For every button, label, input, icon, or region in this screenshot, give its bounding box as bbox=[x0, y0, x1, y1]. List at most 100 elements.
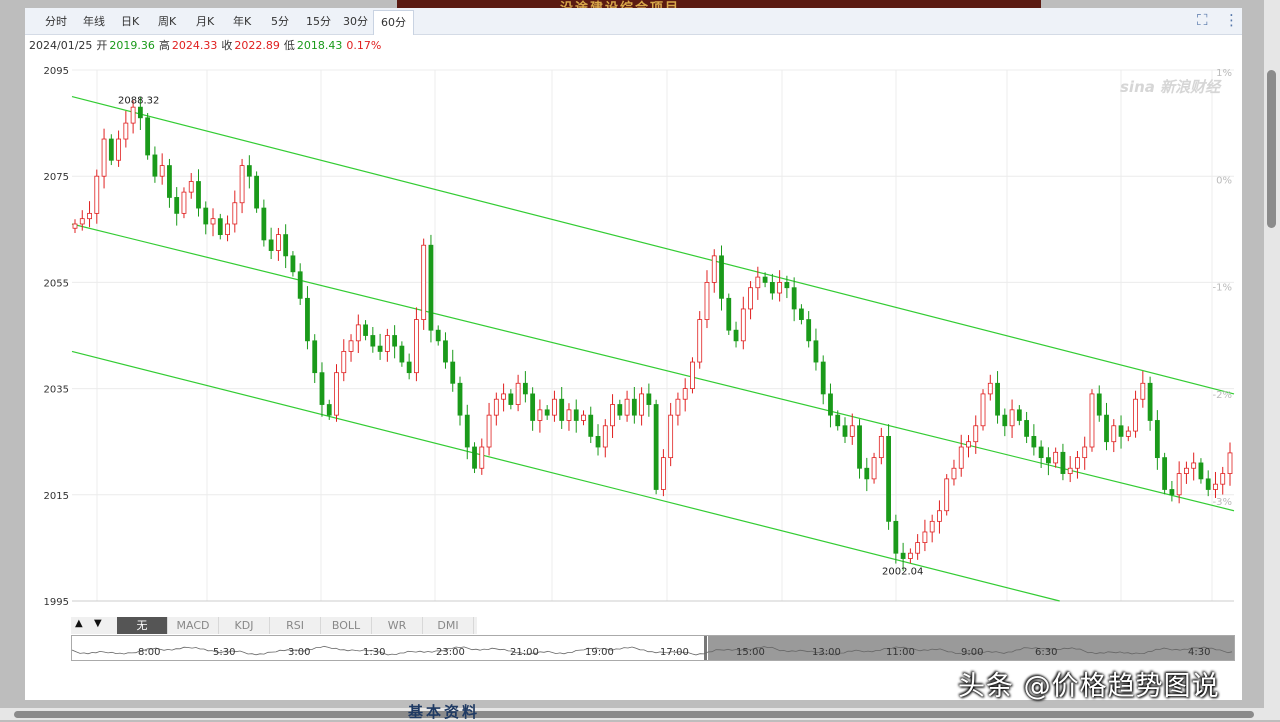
candle-body[interactable] bbox=[1089, 393, 1095, 448]
candle-body[interactable] bbox=[254, 175, 260, 209]
candle-body[interactable] bbox=[1147, 382, 1153, 421]
candle-body[interactable] bbox=[239, 165, 245, 204]
candle-body[interactable] bbox=[784, 281, 790, 289]
candle-body[interactable] bbox=[1009, 409, 1015, 427]
candle-body[interactable] bbox=[820, 361, 826, 395]
candle-body[interactable] bbox=[428, 244, 434, 331]
candle-body[interactable] bbox=[326, 404, 332, 416]
indicator-macd[interactable]: MACD bbox=[168, 617, 219, 634]
candle-body[interactable] bbox=[203, 207, 209, 225]
indicator-none[interactable]: 无 bbox=[117, 617, 168, 634]
candle-body[interactable] bbox=[951, 467, 957, 480]
candle-body[interactable] bbox=[399, 345, 405, 363]
candle-body[interactable] bbox=[370, 335, 376, 347]
candle-body[interactable] bbox=[290, 255, 296, 273]
price-chart[interactable]: 1995 2015 2035 2055 2075 2095 1% 0% -1% -2% -3% 202… bbox=[25, 8, 1242, 608]
candle-body[interactable] bbox=[137, 106, 143, 119]
candle-body[interactable] bbox=[283, 234, 289, 257]
candle-body[interactable] bbox=[268, 239, 274, 251]
tab-weekly-k[interactable]: 周K bbox=[158, 15, 177, 28]
candle-body[interactable] bbox=[878, 435, 884, 459]
candle-body[interactable] bbox=[1038, 446, 1044, 459]
candle-body[interactable] bbox=[893, 520, 899, 554]
candle-body[interactable] bbox=[915, 542, 921, 554]
candle-body[interactable] bbox=[552, 398, 557, 416]
candle-body[interactable] bbox=[392, 335, 398, 347]
candle-body[interactable] bbox=[922, 531, 928, 543]
candle-body[interactable] bbox=[886, 435, 891, 522]
candle-body[interactable] bbox=[79, 218, 85, 225]
candle-body[interactable] bbox=[355, 324, 361, 342]
candle-body[interactable] bbox=[1016, 409, 1022, 421]
scroll-up-icon[interactable]: ▲ bbox=[75, 618, 83, 629]
candle-body[interactable] bbox=[668, 414, 674, 459]
candle-body[interactable] bbox=[581, 414, 586, 421]
candle-body[interactable] bbox=[828, 393, 833, 416]
candle-body[interactable] bbox=[1060, 451, 1066, 474]
candle-body[interactable] bbox=[573, 409, 579, 421]
candle-body[interactable] bbox=[275, 234, 281, 251]
indicator-kdj[interactable]: KDJ bbox=[219, 617, 270, 634]
candle-body[interactable] bbox=[1162, 457, 1168, 490]
candle-body[interactable] bbox=[660, 457, 666, 490]
candle-body[interactable] bbox=[653, 404, 659, 490]
candle-body[interactable] bbox=[675, 398, 681, 416]
candle-body[interactable] bbox=[406, 361, 412, 374]
candle-body[interactable] bbox=[748, 287, 753, 310]
candle-body[interactable] bbox=[1220, 473, 1226, 485]
candle-body[interactable] bbox=[363, 324, 368, 336]
candle-body[interactable] bbox=[646, 393, 652, 405]
candle-body[interactable] bbox=[174, 197, 180, 214]
candle-body[interactable] bbox=[537, 409, 543, 421]
candle-body[interactable] bbox=[1075, 457, 1080, 469]
tab-monthly-k[interactable]: 月K bbox=[196, 15, 215, 28]
candle-body[interactable] bbox=[566, 409, 572, 421]
indicator-wr[interactable]: WR bbox=[372, 617, 423, 634]
candle-body[interactable] bbox=[1118, 425, 1124, 437]
candle-body[interactable] bbox=[1227, 452, 1233, 474]
candle-body[interactable] bbox=[508, 393, 514, 405]
candle-body[interactable] bbox=[159, 165, 165, 177]
candle-body[interactable] bbox=[530, 393, 536, 421]
candle-body[interactable] bbox=[624, 398, 630, 416]
scroll-down-icon[interactable]: ▼ bbox=[94, 618, 102, 629]
candle-body[interactable] bbox=[167, 165, 172, 198]
candle-body[interactable] bbox=[1053, 451, 1059, 464]
candle-body[interactable] bbox=[341, 351, 347, 374]
candle-body[interactable] bbox=[196, 181, 201, 209]
candle-body[interactable] bbox=[966, 441, 971, 448]
range-navigator[interactable]: 8:00 5:30 3:00 1:30 23:00 21:00 19:00 17:00 15:0… bbox=[71, 635, 1235, 661]
candle-body[interactable] bbox=[944, 478, 950, 512]
candle-body[interactable] bbox=[116, 138, 121, 161]
candle-body[interactable] bbox=[719, 255, 724, 299]
candle-body[interactable] bbox=[987, 382, 993, 395]
candle-body[interactable] bbox=[704, 281, 710, 320]
candle-body[interactable] bbox=[1024, 420, 1030, 437]
candle-body[interactable] bbox=[929, 520, 935, 533]
vertical-scrollbar-thumb[interactable] bbox=[1267, 70, 1276, 228]
candle-body[interactable] bbox=[1133, 398, 1138, 432]
candle-body[interactable] bbox=[348, 340, 354, 352]
candle-body[interactable] bbox=[755, 276, 761, 289]
candle-body[interactable] bbox=[486, 414, 492, 448]
candle-body[interactable] bbox=[319, 372, 325, 405]
candle-body[interactable] bbox=[733, 329, 739, 342]
candle-body[interactable] bbox=[421, 244, 427, 320]
candle-body[interactable] bbox=[995, 382, 1000, 416]
candle-body[interactable] bbox=[297, 271, 303, 299]
candle-body[interactable] bbox=[152, 154, 158, 177]
candle-body[interactable] bbox=[72, 223, 78, 229]
tab-timeshare[interactable]: 分时 bbox=[45, 15, 67, 28]
candle-body[interactable] bbox=[384, 335, 390, 352]
candle-body[interactable] bbox=[610, 404, 615, 427]
candle-body[interactable] bbox=[1140, 382, 1146, 400]
tab-5min[interactable]: 5分 bbox=[271, 15, 289, 28]
candle-body[interactable] bbox=[145, 117, 151, 156]
candle-body[interactable] bbox=[232, 202, 238, 225]
candle-body[interactable] bbox=[515, 382, 521, 405]
candle-body[interactable] bbox=[1184, 467, 1189, 474]
candle-body[interactable] bbox=[857, 425, 862, 469]
candle-body[interactable] bbox=[907, 552, 913, 559]
candle-body[interactable] bbox=[1104, 414, 1109, 443]
candle-body[interactable] bbox=[769, 281, 775, 294]
